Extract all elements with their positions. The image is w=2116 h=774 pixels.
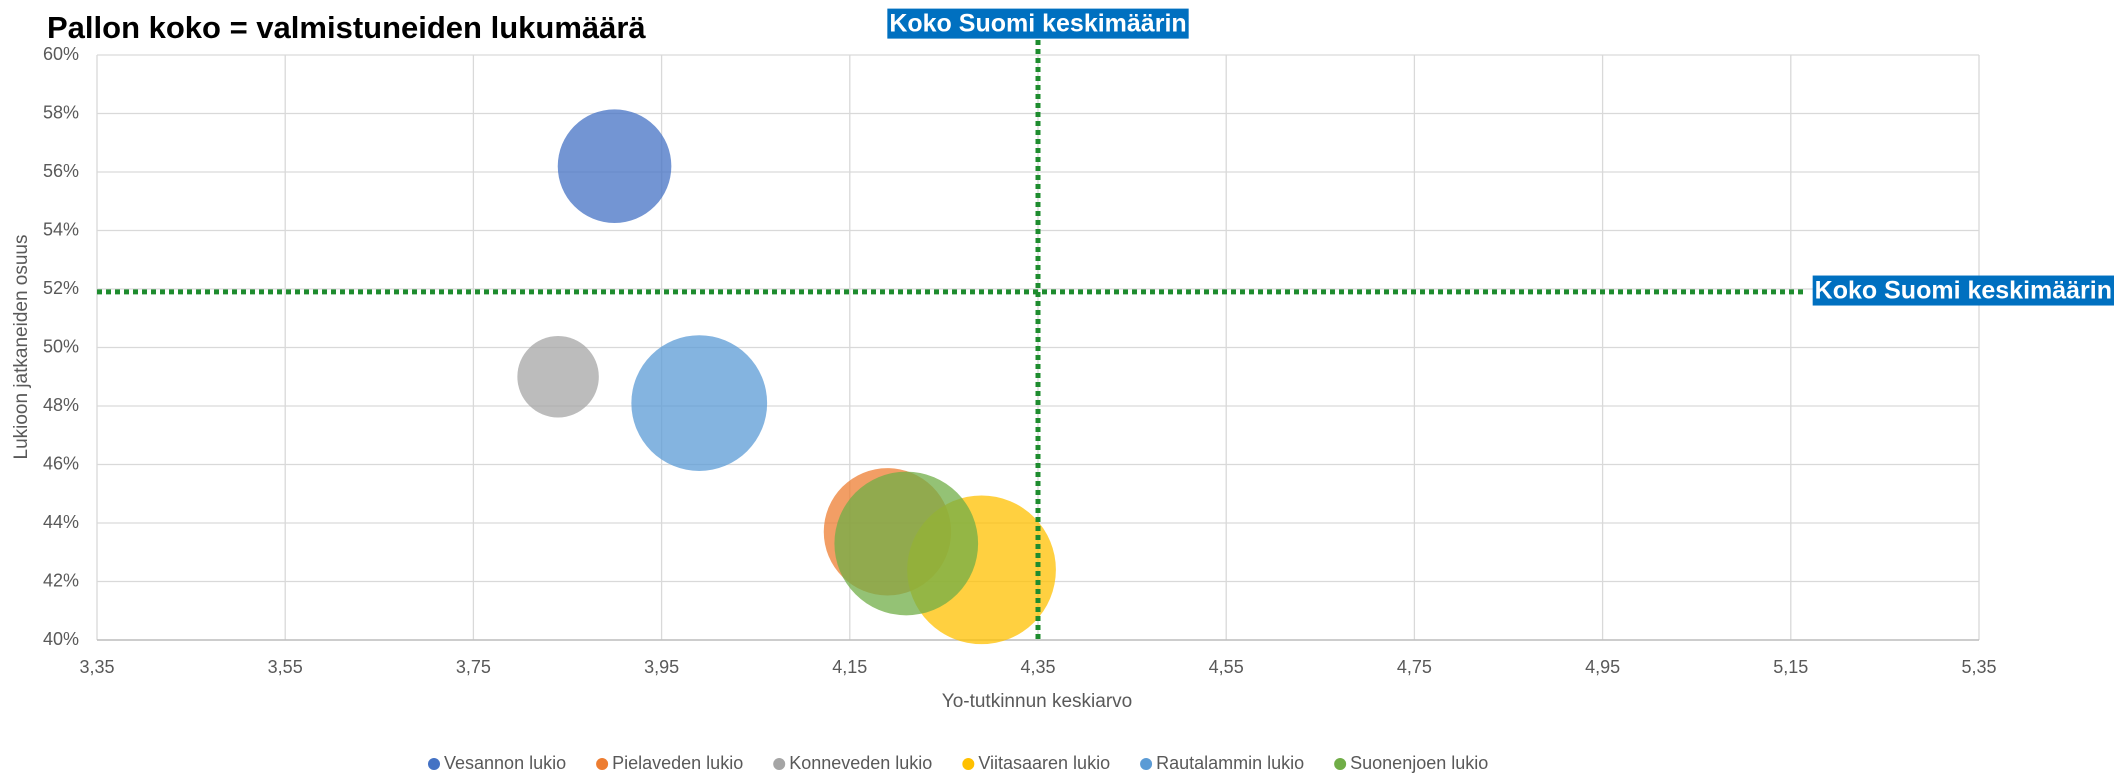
legend-label: Suonenjoen lukio [1350, 753, 1488, 773]
reference-label-bg [887, 8, 1189, 39]
y-tick-label: 52% [43, 278, 79, 298]
reference-label-bg [1812, 275, 2114, 306]
y-tick-label: 40% [43, 629, 79, 649]
bubble [557, 109, 672, 223]
legend-marker [962, 758, 975, 770]
reference-label: Koko Suomi keskimäärin [1815, 277, 2112, 305]
x-tick-label: 3,75 [456, 657, 491, 677]
x-tick-label: 4,75 [1397, 657, 1432, 677]
y-tick-label: 44% [43, 512, 79, 532]
y-axis-label: Lukioon jatkaneiden osuus [11, 234, 32, 459]
chart-title: Pallon koko = valmistuneiden lukumäärä [47, 10, 646, 45]
legend-marker [1140, 758, 1153, 770]
legend-label: Viitasaaren lukio [978, 753, 1110, 773]
x-tick-label: 3,55 [268, 657, 303, 677]
y-tick-label: 50% [43, 336, 79, 356]
x-tick-label: 4,95 [1585, 657, 1620, 677]
y-tick-label: 46% [43, 453, 79, 473]
x-tick-label: 4,55 [1209, 657, 1244, 677]
y-tick-label: 60% [43, 44, 79, 64]
y-tick-label: 56% [43, 161, 79, 181]
x-tick-label: 4,35 [1020, 657, 1055, 677]
bubble [517, 336, 599, 418]
legend-label: Konneveden lukio [789, 753, 932, 773]
legend-marker [596, 758, 609, 770]
legend-label: Rautalammin lukio [1156, 753, 1304, 773]
x-tick-label: 4,15 [832, 657, 867, 677]
y-tick-label: 58% [43, 102, 79, 122]
bubble [834, 471, 979, 616]
legend-label: Vesannon lukio [444, 753, 566, 773]
legend-label: Pielaveden lukio [612, 753, 743, 773]
y-tick-label: 54% [43, 219, 79, 239]
y-tick-label: 48% [43, 395, 79, 415]
bubble [631, 335, 768, 471]
x-tick-label: 5,35 [1961, 657, 1996, 677]
legend-marker [773, 758, 786, 770]
y-tick-label: 42% [43, 570, 79, 590]
x-tick-label: 3,95 [644, 657, 679, 677]
legend-marker [428, 758, 440, 770]
legend-marker [1334, 758, 1347, 770]
x-axis-label: Yo-tutkinnun keskiarvo [942, 691, 1132, 712]
x-tick-label: 5,15 [1773, 657, 1808, 677]
x-tick-label: 3,35 [79, 657, 114, 677]
reference-label: Koko Suomi keskimäärin [889, 10, 1186, 38]
